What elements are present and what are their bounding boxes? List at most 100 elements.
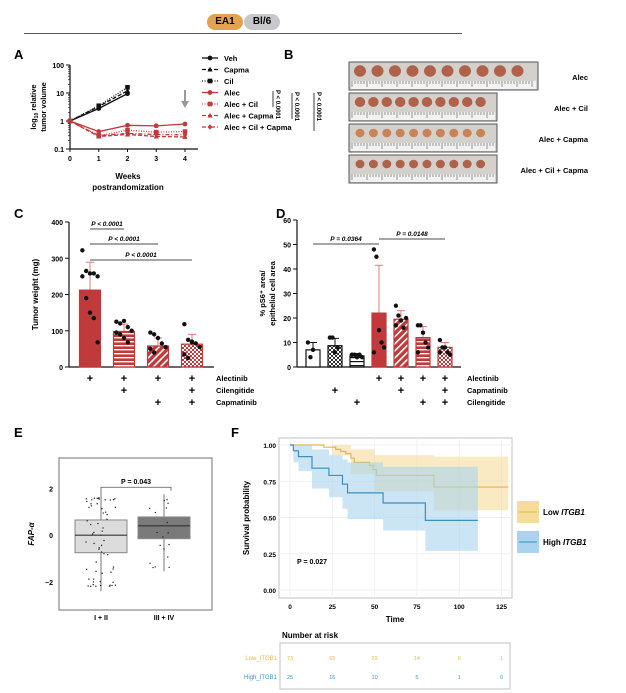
series-line-alec-cil-capma [69,120,186,137]
jitter-point [162,536,164,538]
tumor-sample [389,65,401,77]
tumor-sample [476,65,489,77]
data-point [396,313,401,318]
plus-sign: + [121,373,127,385]
x-tick-label: 0 [68,156,72,163]
chart-a-tumor-volume: 0.1 1 10 100 0 1 2 3 4 Weeks postrandomization log1… [29,54,321,192]
jitter-point [168,566,170,569]
tumor-sample [424,65,436,77]
legend-marker [207,78,213,84]
plus-sign: + [442,397,448,409]
y-tick-label: −2 [45,580,53,587]
plus-sign: + [420,397,426,409]
data-point [114,319,119,324]
box-stage-i-ii [74,519,128,554]
header-divider [24,33,462,34]
plus-sign: + [155,397,161,409]
y-tick-label: 1 [60,119,64,126]
plus-sign: + [121,385,127,397]
risk-row-label: High_ITGB1 [244,675,278,681]
jitter-point [165,507,168,509]
risk-value: 5 [415,675,418,681]
x-tick-label: 4 [183,156,187,163]
legend-marker [207,124,213,130]
tumor-sample [355,159,365,169]
x-tick-label: 1 [97,156,101,163]
data-point [393,303,399,308]
plus-sign: + [442,385,448,397]
data-point [398,318,404,323]
significance-label: P < 0.0001 [274,90,280,120]
jitter-point [98,548,100,550]
data-point [359,355,365,360]
significance-label: P = 0.043 [121,479,151,486]
jitter-point [102,527,104,529]
jitter-point [90,503,92,505]
jitter-point [156,531,158,534]
data-point [403,315,409,321]
plus-sign: + [398,373,404,385]
arrow-head-icon [181,101,189,108]
legend-label: High ITGB1 [543,538,587,547]
risk-value: 25 [287,675,293,681]
jitter-point [106,518,108,521]
risk-table-title: Number at risk [282,631,339,640]
panel-label-c: C [14,206,24,221]
y-tick-label: 10 [56,91,64,98]
data-point [401,325,406,330]
plus-sign: + [442,373,448,385]
data-point [80,248,85,253]
plus-sign: + [155,373,161,385]
tumor-sample [449,159,459,169]
tumor-sample [422,128,432,138]
risk-value: 65 [329,656,335,662]
data-point [305,340,311,345]
y-tick-label: 10 [283,341,291,348]
x-tick-label: 25 [329,604,337,611]
bar-alec [371,312,387,368]
jitter-point [99,581,101,583]
significance-label: P < 0.0001 [315,92,321,122]
ruler [351,174,495,182]
y-tick-label: 200 [51,293,63,300]
plus-sign: + [376,373,382,385]
jitter-point [87,585,89,587]
comparison-label: P = 0.0364 [330,236,362,243]
data-point [148,330,153,335]
jitter-point [114,506,117,509]
data-point [423,340,428,345]
plus-sign: + [189,385,195,397]
data-point [95,340,100,345]
jitter-point [85,541,87,543]
p-value-label: P = 0.027 [297,559,327,566]
data-point [374,254,379,259]
y-tick-label: 100 [52,63,64,70]
data-point [125,324,131,330]
data-point [117,321,123,326]
data-point [418,323,423,328]
tumor-sample [441,65,454,77]
panel-label-b: B [284,47,294,62]
legend-label: Capma [224,66,250,75]
treatment-row-label: Cilengitide [467,398,505,407]
row-label: Alec + Capma [539,135,589,144]
jitter-point [85,498,88,500]
comparison-label: P < 0.0001 [108,236,140,243]
jitter-point [163,499,165,502]
tumor-sample [395,128,405,138]
tumor-sample [371,65,384,77]
jitter-point [90,505,93,507]
data-point [121,318,127,324]
plus-sign: + [189,373,195,385]
x-tick-label: 100 [454,604,465,611]
y-tick-label: 100 [51,329,63,336]
jitter-point [100,551,103,553]
data-point [335,345,340,350]
y-axis-label: epithelial cell area [268,260,277,325]
data-point [87,271,93,276]
data-point [376,328,382,333]
plus-sign: + [420,373,426,385]
jitter-point [98,497,100,499]
chart-f-survival: 0.000.250.500.751.000 25 50 75 100 125TimeSur… [242,437,587,690]
tumor-sample [448,97,459,107]
